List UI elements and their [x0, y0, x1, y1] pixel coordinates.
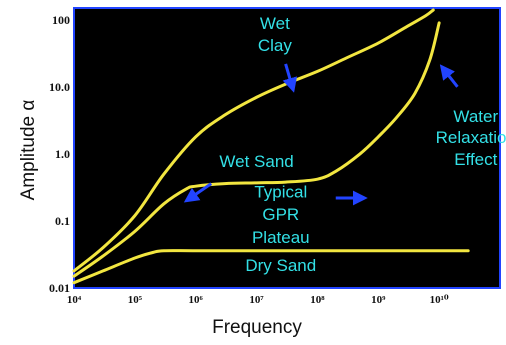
annotation-label-10: Effect — [454, 150, 497, 169]
x-tick-label: 10⁴ — [67, 294, 82, 306]
annotation-label-9: Relaxation — [436, 128, 506, 147]
y-tick-label: 100 — [52, 13, 70, 27]
annotation-label-4: Typical — [254, 183, 307, 202]
annotation-label-5: GPR — [262, 205, 299, 224]
annotation-label-6: Plateau — [252, 228, 310, 247]
plot-area — [73, 7, 501, 289]
y-tick-label: 0.01 — [49, 281, 70, 295]
arrows-group — [183, 63, 459, 206]
annotation-arrow-1 — [282, 63, 298, 93]
x-axis-title: Frequency — [212, 317, 302, 338]
y-tick-label: 0.1 — [55, 214, 70, 228]
x-tick-label: 10⁷ — [249, 294, 264, 306]
series-line-3 — [72, 249, 470, 285]
y-tick-label: 10.0 — [49, 80, 70, 94]
annotation-arrow-2 — [183, 182, 213, 203]
annotation-label-3: Wet Sand — [219, 152, 293, 171]
x-tick-label: 10⁶ — [189, 294, 204, 306]
x-tick-label: 10¹⁰ — [430, 294, 449, 306]
x-tick-label: 10⁸ — [310, 294, 325, 306]
annotation-label-8: Water — [453, 107, 498, 126]
x-tick-label: 10⁹ — [371, 294, 386, 306]
y-axis-title: Amplitude α — [18, 100, 39, 201]
series-line-2 — [72, 21, 441, 278]
annotation-arrow-4 — [439, 64, 459, 88]
annotations-group: Wet Clay Wet Sand Typical GPR Plateau Dry Sand… — [219, 14, 506, 275]
y-tick-labels: 0.01 0.1 1.0 10.0 100 — [49, 13, 70, 295]
annotation-label-1: Wet — [260, 14, 290, 33]
annotation-label-2: Clay — [258, 36, 293, 55]
x-tick-label: 10⁵ — [128, 294, 143, 306]
annotation-label-7: Dry Sand — [245, 256, 316, 275]
series-line-1 — [72, 8, 435, 273]
x-tick-labels: 10⁴ 10⁵ 10⁶ 10⁷ 10⁸ 10⁹ 10¹⁰ — [67, 294, 449, 306]
y-tick-label: 1.0 — [55, 147, 70, 161]
curves-group — [72, 8, 470, 285]
